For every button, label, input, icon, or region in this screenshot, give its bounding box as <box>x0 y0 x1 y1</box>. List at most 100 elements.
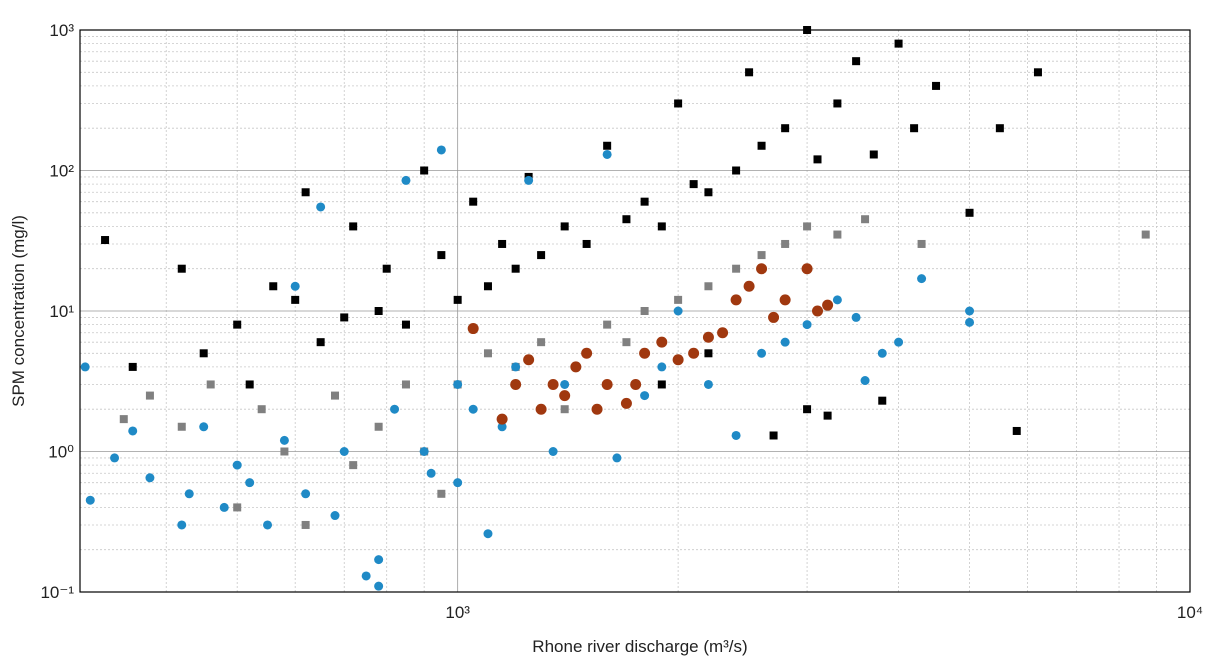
square-point <box>622 215 631 224</box>
x-tick-label: 10⁴ <box>1177 603 1203 622</box>
square-point <box>257 405 266 414</box>
square-point <box>291 295 300 304</box>
circle-point <box>419 447 429 456</box>
circle-point <box>601 378 613 390</box>
square-point <box>674 295 683 304</box>
circle-point <box>279 435 289 445</box>
circle-point <box>177 520 187 530</box>
circle-point <box>717 327 729 339</box>
square-point <box>401 320 410 329</box>
circle-point <box>877 348 887 358</box>
circle-point <box>401 175 411 185</box>
circle-point <box>640 391 650 401</box>
circle-point <box>535 403 547 415</box>
square-point <box>781 239 790 248</box>
square-point <box>932 81 941 90</box>
square-point <box>1033 68 1042 77</box>
circle-point <box>639 347 651 359</box>
circle-point <box>496 413 508 425</box>
square-point <box>145 391 154 400</box>
square-point <box>861 215 870 224</box>
circle-point <box>85 495 95 505</box>
x-tick-label: 10³ <box>445 603 470 622</box>
y-tick-label: 10⁻¹ <box>40 583 74 602</box>
square-point <box>560 405 569 414</box>
y-tick-label: 10¹ <box>49 302 74 321</box>
circle-point <box>801 263 813 275</box>
circle-point <box>511 362 521 372</box>
circle-point <box>757 348 767 358</box>
square-point <box>833 230 842 239</box>
circle-point <box>743 280 755 292</box>
circle-point <box>730 294 742 306</box>
square-point <box>483 349 492 358</box>
square-point <box>622 338 631 347</box>
circle-point <box>374 555 384 565</box>
circle-point <box>780 337 790 347</box>
square-point <box>349 461 358 470</box>
circle-point <box>390 404 400 414</box>
circle-point <box>917 274 927 284</box>
square-point <box>537 338 546 347</box>
square-point <box>1012 426 1021 435</box>
circle-point <box>330 511 340 521</box>
y-tick-label: 10⁰ <box>48 443 74 462</box>
circle-point <box>497 422 507 432</box>
square-point <box>965 208 974 217</box>
circle-point <box>453 478 463 488</box>
square-point <box>704 349 713 358</box>
circle-point <box>199 422 209 432</box>
circle-point <box>263 520 273 530</box>
square-point <box>732 166 741 175</box>
circle-point <box>581 347 593 359</box>
circle-point <box>523 354 535 366</box>
circle-point <box>731 430 741 440</box>
y-axis-label: SPM concentration (mg/l) <box>9 215 28 407</box>
circle-point <box>832 295 842 305</box>
square-point <box>813 155 822 164</box>
circle-point <box>426 468 436 478</box>
circle-point <box>184 489 194 499</box>
circle-point <box>290 281 300 291</box>
circle-point <box>219 502 229 512</box>
circle-point <box>756 263 768 275</box>
square-point <box>483 282 492 291</box>
plot-frame <box>79 29 1191 593</box>
square-point <box>101 236 110 245</box>
circle-point <box>591 403 603 415</box>
square-point <box>603 320 612 329</box>
square-point <box>781 124 790 133</box>
square-point <box>177 422 186 431</box>
square-point <box>640 307 649 315</box>
square-point <box>704 282 713 291</box>
circle-point <box>779 294 791 306</box>
circle-point <box>316 202 326 212</box>
square-point <box>301 520 310 529</box>
square-point <box>689 180 698 189</box>
circle-point <box>510 378 522 390</box>
circle-point <box>483 529 493 539</box>
square-point <box>537 251 546 260</box>
circle-point <box>702 331 714 343</box>
circle-point <box>657 362 667 372</box>
square-point <box>603 141 612 150</box>
square-point <box>657 380 666 389</box>
circle-point <box>110 453 120 463</box>
square-point <box>560 222 569 231</box>
circle-point <box>548 447 558 456</box>
square-point <box>995 124 1004 133</box>
square-point <box>803 405 812 414</box>
square-point <box>878 396 887 405</box>
x-axis-label: Rhone river discharge (m³/s) <box>532 637 747 656</box>
circle-point <box>301 489 311 499</box>
square-point <box>511 264 520 273</box>
circle-point <box>559 390 571 402</box>
square-point <box>803 222 812 231</box>
square-point <box>349 222 358 231</box>
square-point <box>1141 230 1150 239</box>
square-point <box>340 313 349 322</box>
y-tick-label: 10² <box>49 162 74 181</box>
square-point <box>894 39 903 48</box>
circle-point <box>673 306 683 316</box>
